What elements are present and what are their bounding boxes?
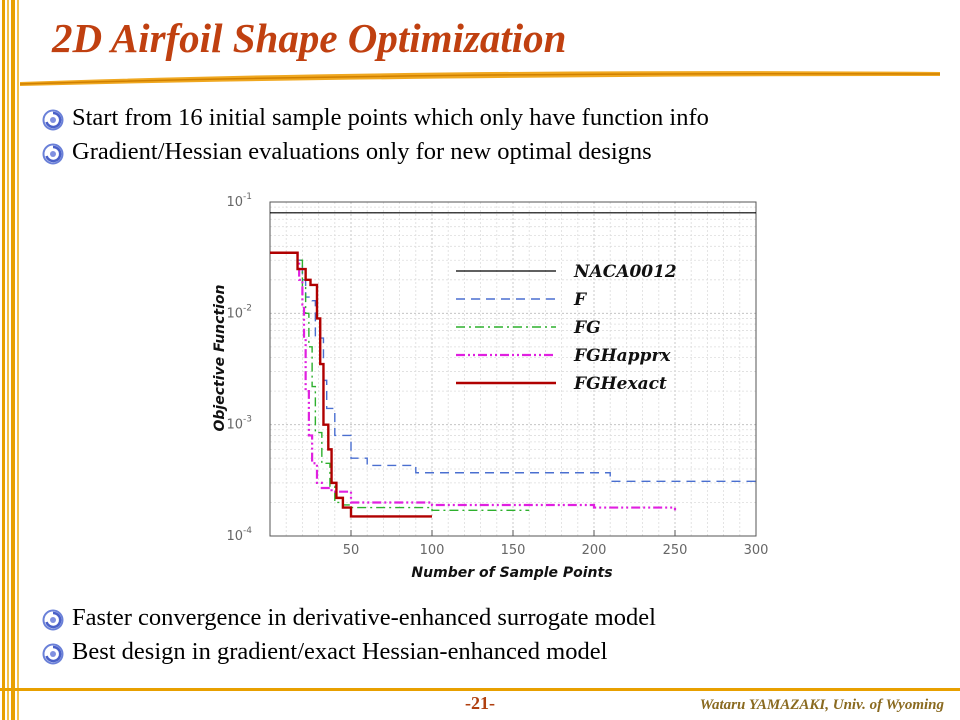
x-tick-label: 150 (501, 543, 526, 558)
series-line-f (270, 252, 757, 483)
x-tick-label: 300 (744, 543, 769, 558)
slide-title: 2D Airfoil Shape Optimization (52, 15, 567, 61)
chart-series (270, 212, 757, 518)
chart-svg: 50 100 150 200 250 300 10-1 10-2 10-3 10-4 NACA00… (212, 192, 768, 581)
x-tick-label: 100 (420, 543, 445, 558)
y-tick-label: 10-2 (226, 303, 252, 321)
swirl-bullet-icon (42, 143, 64, 165)
bullet-text: Gradient/Hessian evaluations only for ne… (72, 138, 652, 165)
y-tick-exponent: -2 (243, 303, 252, 313)
x-tick-label: 50 (343, 543, 360, 558)
bullet-text: Faster convergence in derivative-enhance… (72, 604, 656, 631)
y-tick-exponent: -1 (243, 192, 252, 202)
legend-label: F (573, 290, 588, 310)
y-tick-exponent: -4 (243, 526, 252, 536)
legend-label: FG (573, 318, 601, 338)
footer-divider (0, 688, 960, 691)
y-tick-label: 10-4 (226, 526, 252, 544)
legend-label: FGHexact (573, 374, 667, 394)
series-line-fghexact (270, 251, 432, 518)
series-line-fghapprx (270, 251, 677, 511)
swirl-bullet-icon (42, 609, 64, 631)
chart-legend: NACA0012 F FG FGHapprx FGHexact (456, 262, 677, 394)
convergence-chart: 50 100 150 200 250 300 10-1 10-2 10-3 10-4 NACA00… (186, 186, 774, 598)
y-tick-exponent: -3 (243, 415, 252, 425)
bullet-item: Faster convergence in derivative-enhance… (40, 604, 656, 638)
x-axis-label: Number of Sample Points (411, 565, 612, 581)
swirl-bullet-icon (42, 643, 64, 665)
y-tick-label: 10-1 (226, 192, 252, 210)
swirl-bullet-icon (42, 109, 64, 131)
left-border-decoration (0, 0, 24, 720)
series-line-fg (270, 252, 530, 512)
x-tick-label: 200 (582, 543, 607, 558)
author-credit: Wataru YAMAZAKI, Univ. of Wyoming (699, 697, 944, 713)
page-number: -21- (465, 693, 495, 713)
y-tick-label: 10-3 (226, 415, 252, 433)
y-axis-label: Objective Function (212, 284, 228, 431)
bullet-text: Start from 16 initial sample points whic… (72, 104, 709, 131)
bullet-text: Best design in gradient/exact Hessian-en… (72, 638, 608, 665)
top-bullet-list: Start from 16 initial sample points whic… (40, 104, 709, 172)
x-tick-label: 250 (663, 543, 688, 558)
bullet-item: Start from 16 initial sample points whic… (40, 104, 709, 138)
legend-label: NACA0012 (573, 262, 677, 282)
chart-grid (270, 202, 756, 537)
chart-ticks: 50 100 150 200 250 300 10-1 10-2 10-3 10-4 (226, 192, 768, 558)
title-underline-swoosh (20, 71, 940, 86)
bullet-item: Best design in gradient/exact Hessian-en… (40, 638, 656, 672)
bottom-bullet-list: Faster convergence in derivative-enhance… (40, 604, 656, 672)
legend-label: FGHapprx (573, 346, 671, 366)
bullet-item: Gradient/Hessian evaluations only for ne… (40, 138, 709, 172)
plot-frame (269, 201, 757, 537)
